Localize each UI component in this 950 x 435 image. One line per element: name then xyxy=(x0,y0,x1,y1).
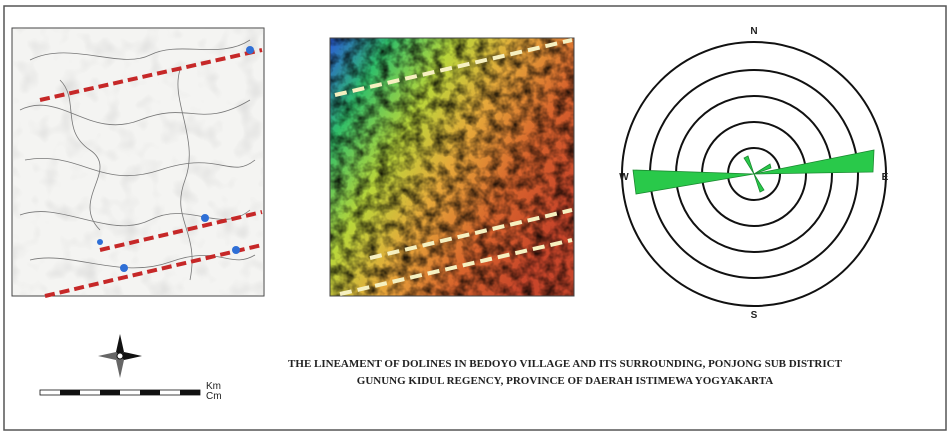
caption-line-2: GUNUNG KIDUL REGENCY, PROVINCE OF DAERAH… xyxy=(357,375,773,387)
frame xyxy=(3,5,947,431)
contours xyxy=(19,39,256,281)
scale-unit-top: Km xyxy=(206,381,221,392)
south-label: S xyxy=(751,310,758,321)
dem-lineaments xyxy=(334,38,573,296)
west-label: W xyxy=(619,172,629,183)
north-label: N xyxy=(750,26,757,37)
rose-circles xyxy=(621,41,887,307)
compass xyxy=(98,334,142,378)
lineaments xyxy=(39,48,263,298)
topo-texture xyxy=(12,28,264,296)
scale-bar: Km Cm xyxy=(39,381,222,402)
dolines xyxy=(97,46,254,272)
caption-line-1: THE LINEAMENT OF DOLINES IN BEDOYO VILLA… xyxy=(288,358,843,370)
rose-diagram: N S E W xyxy=(619,26,888,321)
east-label: E xyxy=(882,172,889,183)
rose-petals xyxy=(632,149,875,195)
dem-frame xyxy=(329,37,575,297)
dem-relief xyxy=(330,38,574,296)
scale-unit-bottom: Cm xyxy=(206,391,222,402)
dem-map xyxy=(329,37,575,297)
topo-map xyxy=(11,27,265,298)
